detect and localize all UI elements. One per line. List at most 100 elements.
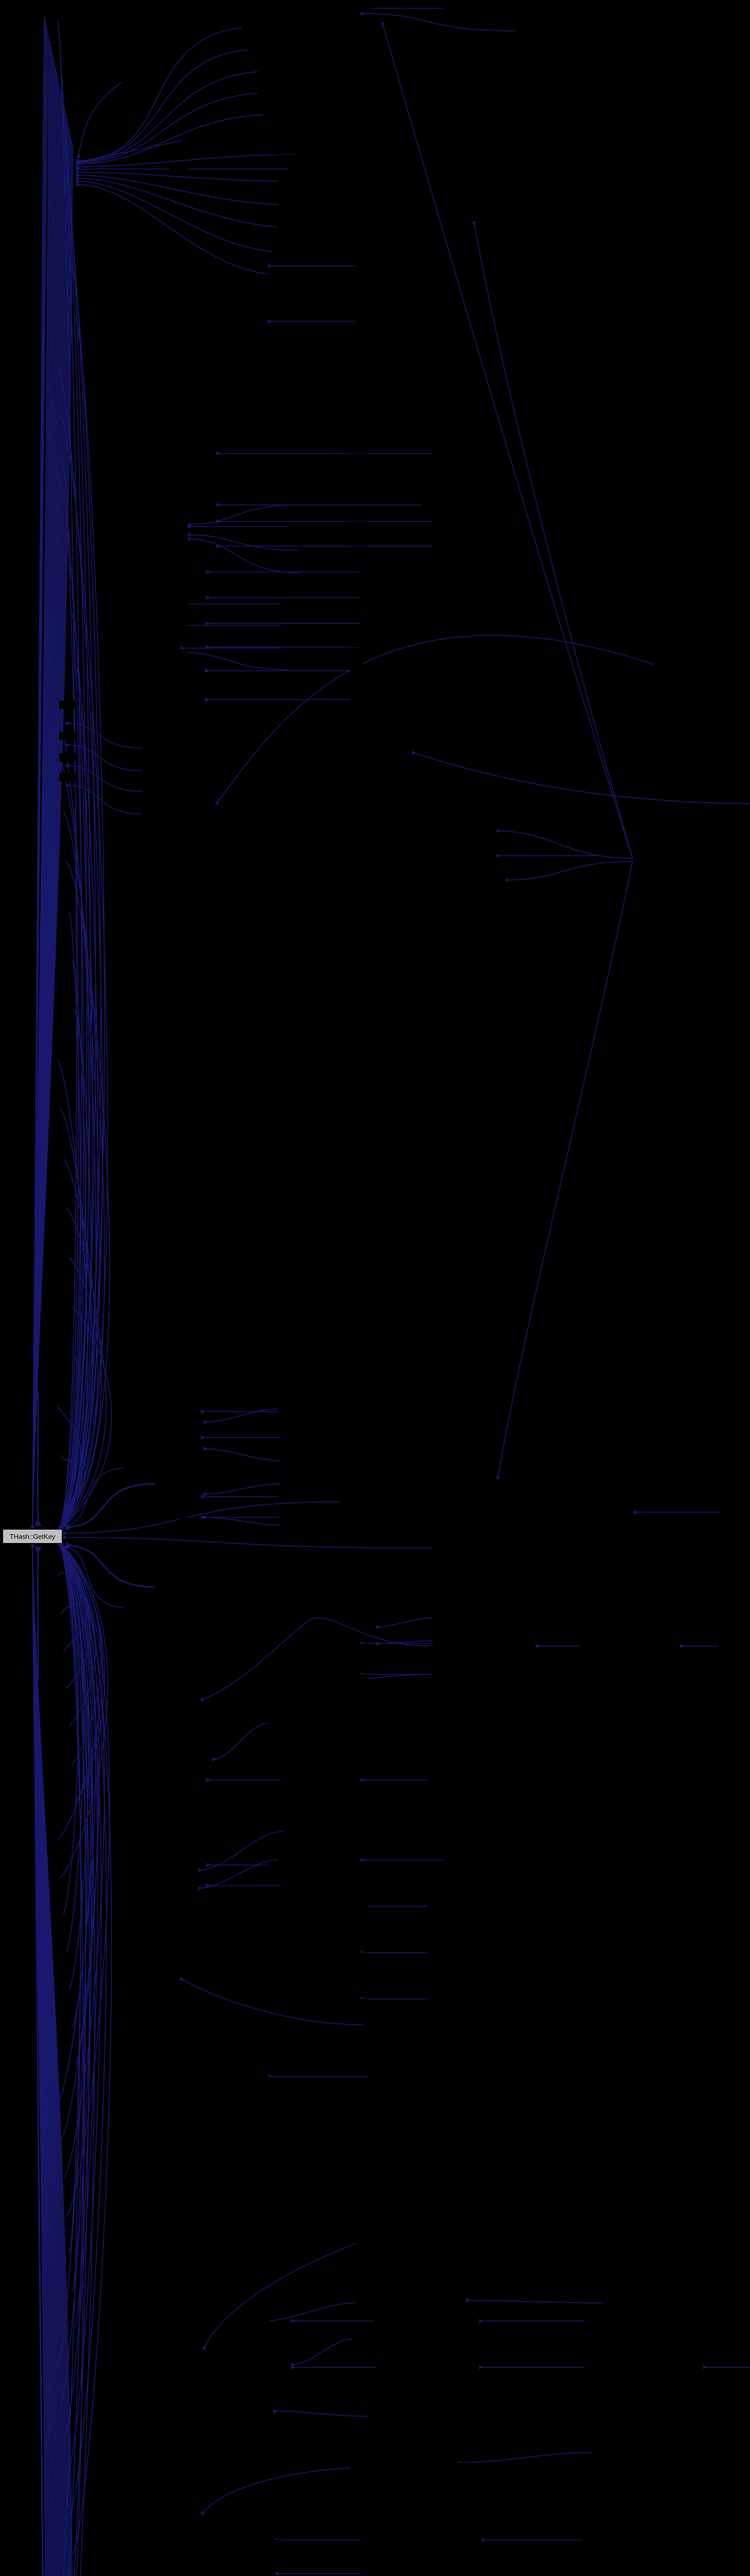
hidden-caller-node[interactable] bbox=[263, 2522, 280, 2530]
graph-edge bbox=[59, 1541, 108, 1878]
focus-node-label: THash::GetKey bbox=[9, 1532, 56, 1540]
hidden-caller-node[interactable] bbox=[350, 1901, 368, 1909]
hidden-caller-node[interactable] bbox=[242, 25, 259, 33]
hidden-caller-node[interactable] bbox=[59, 732, 77, 740]
hidden-caller-node[interactable] bbox=[170, 602, 187, 610]
hidden-caller-node[interactable] bbox=[350, 613, 368, 621]
focus-node-thash-getkey[interactable]: THash::GetKey bbox=[3, 1529, 62, 1544]
hidden-caller-node[interactable] bbox=[258, 68, 274, 76]
hidden-caller-node[interactable] bbox=[267, 268, 284, 276]
graph-edge bbox=[75, 114, 280, 166]
hidden-caller-node[interactable] bbox=[143, 768, 161, 776]
hidden-caller-node[interactable] bbox=[59, 701, 77, 709]
hidden-caller-node[interactable] bbox=[258, 90, 274, 98]
hidden-caller-node[interactable] bbox=[170, 165, 189, 174]
hidden-caller-node[interactable] bbox=[165, 386, 182, 395]
graph-edge bbox=[59, 1306, 112, 1531]
graph-edge bbox=[80, 140, 183, 164]
hidden-caller-node[interactable] bbox=[196, 319, 213, 328]
hidden-caller-node[interactable] bbox=[659, 2540, 677, 2548]
hidden-caller-node[interactable] bbox=[350, 639, 368, 647]
hidden-caller-node[interactable] bbox=[180, 1437, 198, 1446]
hidden-caller-node[interactable] bbox=[180, 1517, 198, 1526]
hidden-caller-node[interactable] bbox=[458, 2463, 476, 2471]
graph-edge bbox=[202, 1515, 281, 1526]
hidden-caller-node[interactable] bbox=[263, 2540, 280, 2548]
hidden-caller-node[interactable] bbox=[639, 1646, 656, 1654]
hidden-caller-node[interactable] bbox=[196, 289, 213, 297]
graph-edge bbox=[58, 1454, 87, 1531]
hidden-caller-node[interactable] bbox=[458, 2367, 476, 2376]
hidden-caller-node[interactable] bbox=[170, 623, 187, 632]
graph-edge bbox=[57, 1542, 79, 1916]
hidden-caller-node[interactable] bbox=[247, 46, 264, 55]
hidden-caller-node[interactable] bbox=[598, 2367, 615, 2376]
hidden-caller-node[interactable] bbox=[278, 201, 296, 209]
hidden-caller-node[interactable] bbox=[355, 319, 373, 328]
hidden-caller-node[interactable] bbox=[355, 4, 374, 12]
hidden-caller-node[interactable] bbox=[278, 178, 296, 186]
graph-edge bbox=[57, 1541, 102, 2480]
hidden-caller-node[interactable] bbox=[180, 1865, 198, 1873]
graph-edge bbox=[58, 1108, 93, 1531]
hidden-caller-node[interactable] bbox=[350, 521, 368, 530]
graph-edge bbox=[57, 465, 79, 1531]
hidden-caller-node[interactable] bbox=[458, 2571, 476, 2576]
hidden-caller-node[interactable] bbox=[196, 361, 213, 369]
hidden-caller-node[interactable] bbox=[340, 1780, 357, 1788]
hidden-caller-node[interactable] bbox=[350, 1953, 368, 1961]
hidden-caller-node[interactable] bbox=[350, 1643, 368, 1652]
hidden-caller-node[interactable] bbox=[196, 963, 213, 972]
hidden-caller-node[interactable] bbox=[180, 1412, 198, 1420]
hidden-caller-node[interactable] bbox=[143, 811, 161, 820]
hidden-caller-node[interactable] bbox=[350, 1999, 368, 2007]
graph-edge bbox=[57, 1542, 84, 2576]
hidden-caller-node[interactable] bbox=[350, 453, 368, 462]
graph-edge bbox=[272, 2409, 369, 2417]
hidden-caller-node[interactable] bbox=[479, 855, 497, 863]
graph-edge bbox=[457, 2452, 593, 2465]
graph-edge bbox=[59, 1541, 110, 2216]
hidden-caller-node[interactable] bbox=[144, 744, 162, 753]
hidden-caller-node[interactable] bbox=[340, 1855, 357, 1863]
hidden-caller-node[interactable] bbox=[252, 2318, 270, 2327]
hidden-caller-node[interactable] bbox=[272, 246, 289, 255]
hidden-caller-node[interactable] bbox=[350, 696, 368, 704]
hidden-caller-node[interactable] bbox=[350, 546, 368, 554]
hidden-caller-node[interactable] bbox=[479, 876, 497, 884]
hidden-caller-node[interactable] bbox=[191, 1783, 208, 1791]
graph-edge bbox=[211, 1723, 268, 1762]
hidden-caller-node[interactable] bbox=[479, 827, 497, 835]
hidden-caller-node[interactable] bbox=[278, 155, 296, 163]
hidden-caller-node[interactable] bbox=[170, 526, 187, 534]
hidden-caller-node[interactable] bbox=[458, 2303, 476, 2311]
hidden-caller-node[interactable] bbox=[635, 855, 652, 863]
graph-edge bbox=[76, 82, 122, 159]
hidden-caller-node[interactable] bbox=[278, 223, 296, 231]
hidden-caller-node[interactable] bbox=[196, 1028, 213, 1036]
hidden-caller-node[interactable] bbox=[191, 1757, 208, 1765]
graph-edge bbox=[58, 1541, 93, 2404]
hidden-caller-node[interactable] bbox=[355, 262, 373, 270]
hidden-caller-node[interactable] bbox=[263, 112, 279, 121]
hidden-caller-node[interactable] bbox=[252, 2076, 270, 2084]
hidden-caller-node[interactable] bbox=[458, 448, 476, 456]
hidden-caller-node[interactable] bbox=[510, 1646, 527, 1654]
hidden-caller-node[interactable] bbox=[350, 1674, 368, 1683]
graph-edge bbox=[58, 1542, 87, 2576]
hidden-caller-node[interactable] bbox=[180, 1886, 198, 1894]
hidden-caller-node[interactable] bbox=[273, 2367, 291, 2376]
hidden-caller-node[interactable] bbox=[59, 753, 77, 761]
hidden-caller-node[interactable] bbox=[196, 341, 213, 349]
hidden-caller-node[interactable] bbox=[592, 255, 610, 263]
hidden-caller-node[interactable] bbox=[143, 788, 161, 796]
hidden-caller-node[interactable] bbox=[170, 577, 187, 585]
hidden-caller-node[interactable] bbox=[59, 773, 77, 781]
hidden-caller-node[interactable] bbox=[350, 664, 368, 672]
graph-edge bbox=[75, 26, 258, 163]
hidden-caller-node[interactable] bbox=[170, 649, 187, 657]
graph-edge bbox=[57, 1541, 90, 2576]
graph-edge bbox=[75, 170, 296, 182]
hidden-caller-node[interactable] bbox=[458, 2540, 476, 2548]
hidden-caller-node[interactable] bbox=[180, 1497, 198, 1505]
